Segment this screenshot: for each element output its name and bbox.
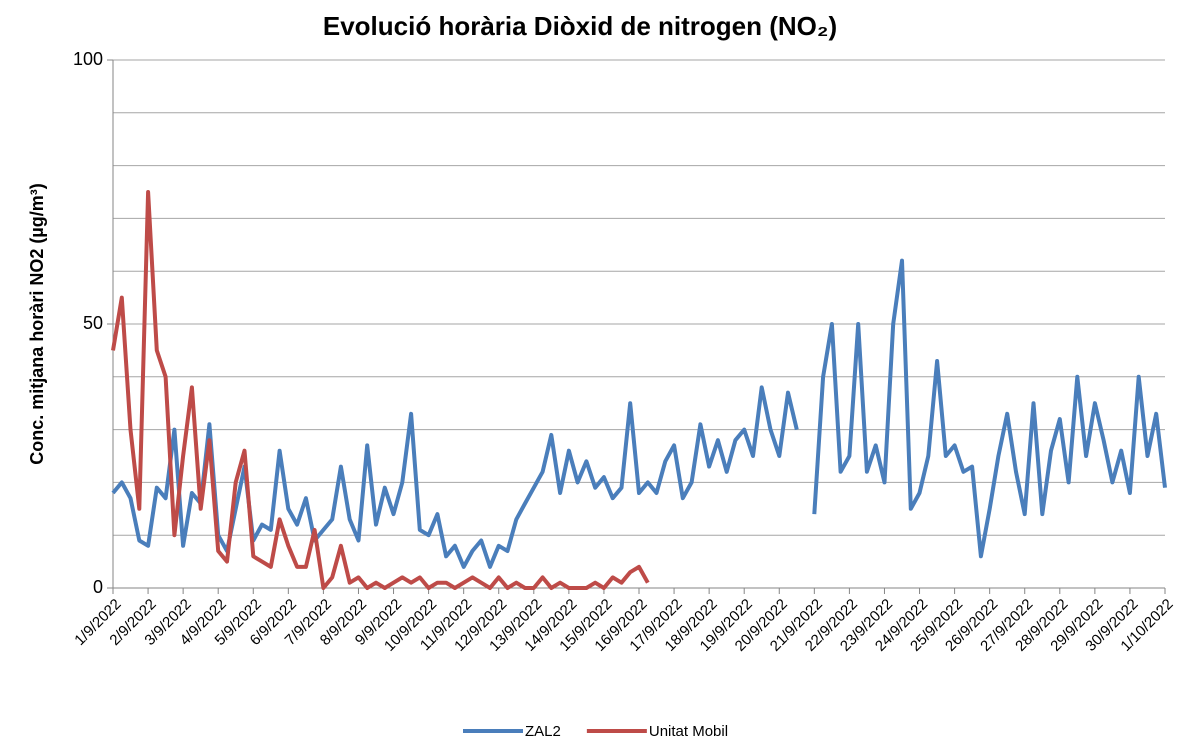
y-tick-label: 50 xyxy=(83,313,103,333)
y-tick-label: 0 xyxy=(93,577,103,597)
y-tick-label: 100 xyxy=(73,49,103,69)
legend-label: ZAL2 xyxy=(525,723,561,740)
legend-label: Unitat Mobil xyxy=(649,723,728,740)
chart-title: Evolució horària Diòxid de nitrogen (NO₂… xyxy=(323,11,837,41)
y-axis-label: Conc. mitjana horàri NO2 (µg/m³) xyxy=(27,183,47,464)
series-line xyxy=(111,190,650,590)
series-line xyxy=(812,258,1167,559)
